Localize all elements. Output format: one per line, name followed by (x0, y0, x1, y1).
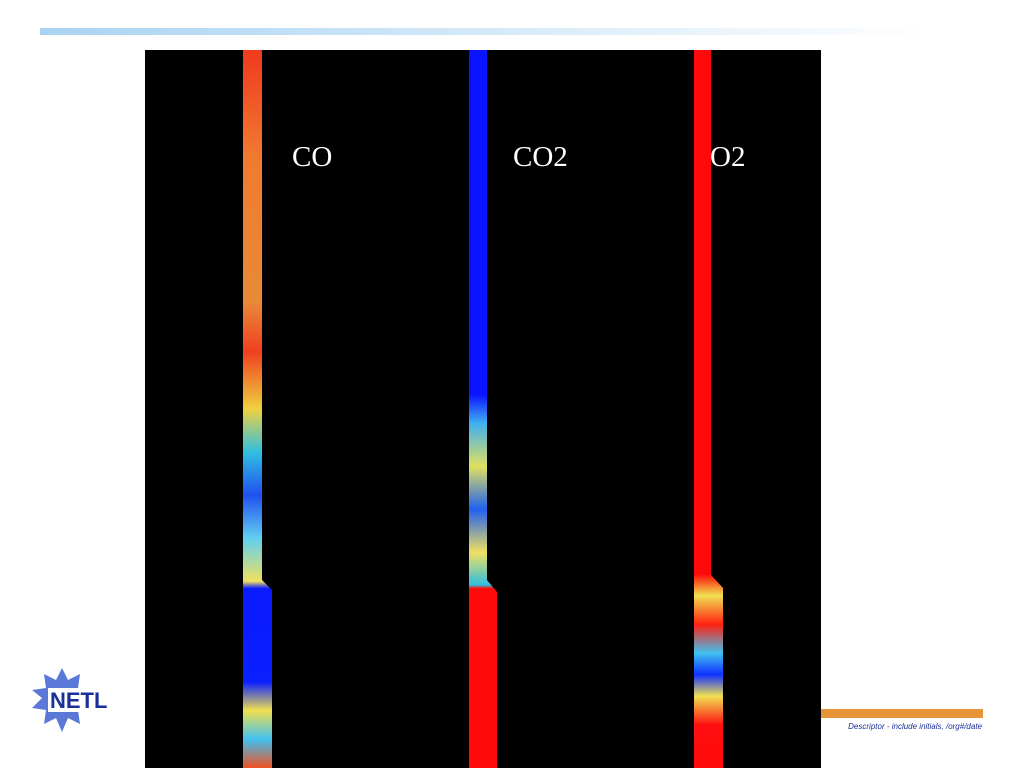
co2-label: CO2 (513, 141, 568, 173)
co-label: CO (292, 141, 332, 173)
logo: NETL (32, 668, 124, 732)
footer-bar (821, 709, 983, 718)
o2-label: O2 (710, 141, 745, 173)
o2-column (694, 50, 723, 768)
footer-text: Descriptor - include initials, /org#/dat… (848, 722, 982, 731)
top-bar (40, 28, 930, 35)
logo-backing (48, 688, 124, 712)
co2-column (469, 50, 497, 768)
logo-text: NETL (50, 688, 107, 713)
co-column (243, 50, 272, 768)
